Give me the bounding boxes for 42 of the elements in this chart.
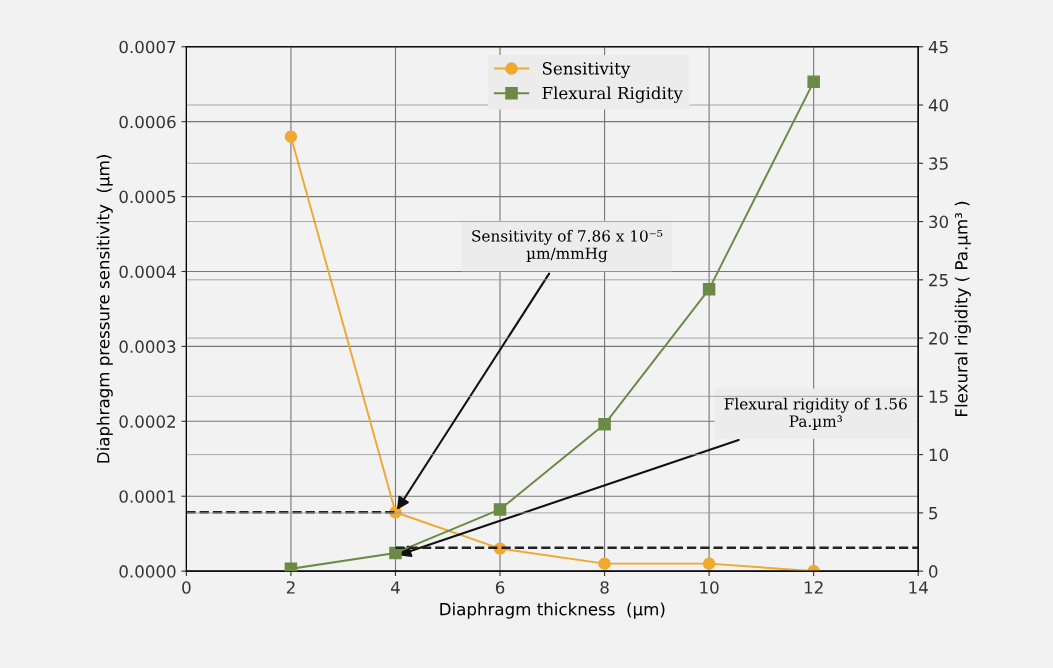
y-axis-title: Diaphragm pressure sensitivity (µm) <box>96 155 113 463</box>
y2-tick-label: 40 <box>928 98 949 112</box>
x-tick-label: 0 <box>182 581 191 594</box>
annotation: Sensitivity of 7.86 x 10⁻⁵ µm/mmHg <box>472 229 663 263</box>
y2-axis-title: Flexural rigidity ( Pa.µm³ ) <box>954 201 971 416</box>
y2-tick-label: 30 <box>929 215 949 229</box>
point <box>702 557 716 570</box>
y-tick-label: 0.0006 <box>119 115 176 129</box>
x-tick-label: 2 <box>286 581 295 594</box>
y-tick-label: 0.0000 <box>119 565 176 578</box>
legend-label: Sensitivity <box>542 62 631 79</box>
point <box>389 546 402 560</box>
y-tick-label: 0.0007 <box>119 40 176 54</box>
point <box>284 130 298 143</box>
legend-label: Flexural Rigidity <box>542 86 683 103</box>
y-tick-label: 0.0004 <box>119 265 176 279</box>
x-axis-title: Diaphragm thickness (µm) <box>440 602 665 619</box>
x-tick-label: 8 <box>600 581 609 594</box>
x-tick-label: 14 <box>909 581 928 594</box>
y2-tick-label: 35 <box>929 157 948 170</box>
y2-tick-label: 15 <box>929 390 948 403</box>
y-tick-label: 0.0002 <box>119 415 175 428</box>
x-tick-label: 4 <box>390 581 400 594</box>
y2-tick-label: 20 <box>929 332 949 345</box>
point <box>702 282 716 296</box>
y2-tick-label: 0 <box>929 565 938 578</box>
y2-tick-label: 45 <box>928 40 948 54</box>
x-tick-label: 12 <box>804 581 823 594</box>
y2-tick-label: 10 <box>929 448 949 462</box>
point <box>493 503 507 516</box>
point <box>598 418 611 431</box>
annotation: Flexural rigidity of 1.56 Pa.µm³ <box>724 397 907 430</box>
point <box>598 557 611 570</box>
y-tick-label: 0.0003 <box>119 340 176 353</box>
y2-tick-label: 25 <box>929 273 948 287</box>
x-tick-label: 10 <box>700 581 719 594</box>
y-tick-label: 0.0005 <box>119 190 176 204</box>
point <box>284 562 298 572</box>
point <box>807 75 820 88</box>
y2-tick-label: 5 <box>929 507 938 520</box>
x-tick-label: 6 <box>495 581 505 594</box>
y-tick-label: 0.0001 <box>119 490 176 503</box>
